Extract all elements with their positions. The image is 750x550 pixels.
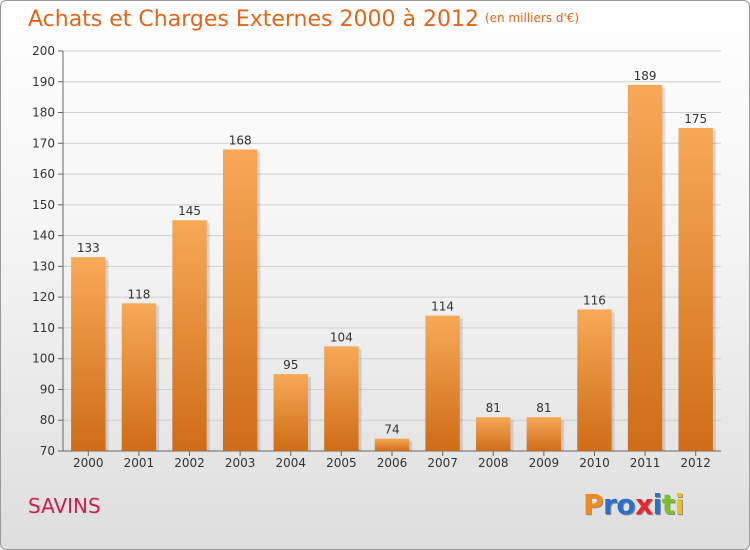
bar xyxy=(678,127,713,451)
bars xyxy=(71,84,716,451)
bar-value-label: 114 xyxy=(431,300,454,314)
y-tick-label: 170 xyxy=(32,136,55,150)
y-tick-label: 150 xyxy=(32,198,55,212)
grid-lines xyxy=(63,50,721,452)
y-tick-label: 70 xyxy=(40,444,55,458)
bar-value-label: 133 xyxy=(77,241,100,255)
x-tick-label: 2007 xyxy=(427,456,458,470)
bar xyxy=(324,346,359,451)
bar-value-label: 118 xyxy=(127,287,150,301)
bar xyxy=(627,84,663,451)
x-tick-label: 2009 xyxy=(529,456,560,470)
bar xyxy=(121,303,157,451)
y-tick-label: 180 xyxy=(32,106,55,120)
x-tick-label: 2011 xyxy=(630,456,661,470)
y-tick-label: 130 xyxy=(32,259,55,273)
bar xyxy=(577,309,612,451)
x-tick-label: 2010 xyxy=(579,456,610,470)
x-tick-label: 2004 xyxy=(275,456,306,470)
logo-letter: x xyxy=(635,488,653,521)
x-tick-label: 2005 xyxy=(326,456,357,470)
y-tick-label: 140 xyxy=(32,229,55,243)
bar xyxy=(273,374,308,451)
commune-name: SAVINS xyxy=(28,494,101,518)
bar-value-label: 81 xyxy=(536,401,551,415)
bar xyxy=(476,417,511,451)
proxiti-logo: Proxiti xyxy=(583,488,684,521)
y-tick-label: 160 xyxy=(32,167,55,181)
bar xyxy=(526,417,562,451)
x-tick-label: 2000 xyxy=(73,456,104,470)
x-tick-label: 2001 xyxy=(124,456,155,470)
x-tick-label: 2006 xyxy=(377,456,408,470)
x-tick-label: 2008 xyxy=(478,456,509,470)
labels: 7080901001101201301401501601701801902001… xyxy=(32,44,711,470)
y-tick-label: 200 xyxy=(32,44,55,58)
bar-value-label: 74 xyxy=(384,423,399,437)
x-tick-label: 2002 xyxy=(174,456,205,470)
logo-letter: i xyxy=(674,488,685,521)
bar-value-label: 116 xyxy=(583,293,606,307)
chart-unit: (en milliers d'€) xyxy=(484,11,580,25)
bar-value-label: 81 xyxy=(486,401,501,415)
bar-value-label: 145 xyxy=(178,204,201,218)
y-tick-label: 190 xyxy=(32,75,55,89)
y-tick-label: 90 xyxy=(40,382,55,396)
logo-letter: o xyxy=(616,488,636,521)
bar xyxy=(172,220,207,451)
y-tick-label: 100 xyxy=(32,352,55,366)
y-tick-label: 80 xyxy=(40,413,55,427)
chart-title: Achats et Charges Externes 2000 à 2012 (e… xyxy=(28,7,579,32)
bar-value-label: 168 xyxy=(229,133,252,147)
bar xyxy=(222,149,258,451)
bar xyxy=(71,257,106,451)
y-tick-label: 110 xyxy=(32,321,55,335)
logo-letter: i xyxy=(652,488,663,521)
logo-letter: r xyxy=(603,488,617,521)
bar xyxy=(374,438,410,451)
bar xyxy=(425,315,460,451)
logo-letter: t xyxy=(661,488,675,521)
logo-letter: P xyxy=(583,488,604,521)
bar-value-label: 104 xyxy=(330,330,353,344)
x-tick-label: 2012 xyxy=(680,456,711,470)
x-tick-label: 2003 xyxy=(225,456,256,470)
y-tick-label: 120 xyxy=(32,290,55,304)
bar-value-label: 189 xyxy=(634,69,657,83)
bar-value-label: 175 xyxy=(684,112,707,126)
bar-value-label: 95 xyxy=(283,358,298,372)
chart-title-text: Achats et Charges Externes 2000 à 2012 xyxy=(28,7,479,32)
